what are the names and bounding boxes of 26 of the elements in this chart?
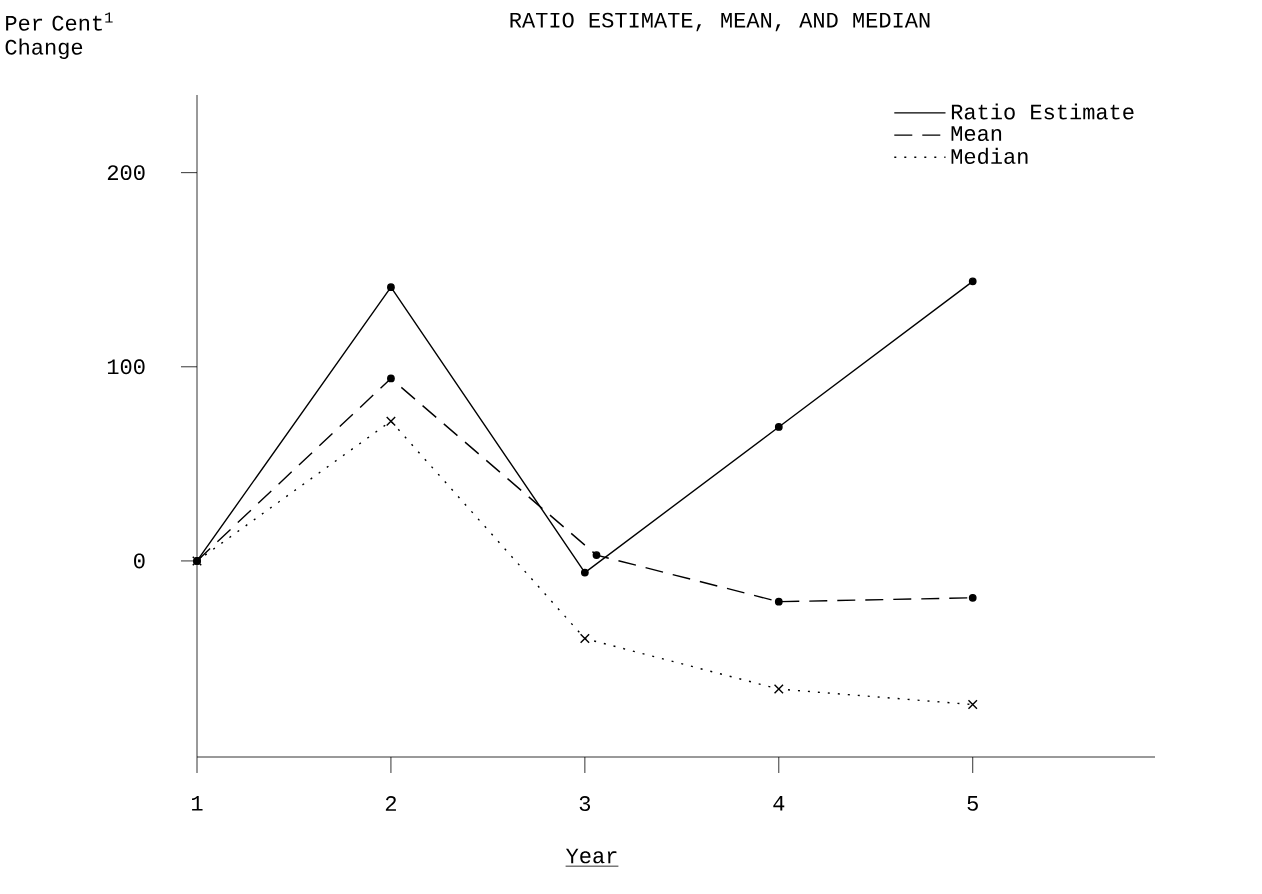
x-tick-label: 5 bbox=[967, 796, 978, 811]
point bbox=[774, 423, 783, 431]
x-tick-label: 4 bbox=[773, 796, 785, 811]
point bbox=[968, 277, 977, 286]
x-tick-label: 1 bbox=[192, 796, 203, 811]
y-tick-label: 100 bbox=[107, 359, 145, 375]
point bbox=[967, 699, 978, 710]
point bbox=[387, 283, 395, 292]
y-tick-label: 200 bbox=[107, 165, 145, 181]
x-axis-title: Year bbox=[565, 848, 617, 864]
x-tick-label: 3 bbox=[579, 796, 591, 811]
point bbox=[773, 684, 784, 694]
point bbox=[592, 551, 601, 559]
x-tick-label: 2 bbox=[385, 796, 396, 811]
y-tick-label: 0 bbox=[134, 553, 145, 569]
legend-label: Median bbox=[951, 147, 1028, 165]
point bbox=[385, 416, 396, 427]
point bbox=[387, 374, 395, 383]
legend-label: Ratio Estimate bbox=[951, 103, 1134, 120]
point bbox=[774, 597, 783, 606]
legend-label: Mean bbox=[951, 126, 1002, 142]
chart-title: RATIO ESTIMATE, MEAN, AND MEDIAN bbox=[510, 12, 930, 32]
text: Per Cent$^{1}$ Change bbox=[5, 12, 113, 60]
point bbox=[968, 593, 977, 602]
point bbox=[579, 633, 590, 644]
point bbox=[580, 568, 589, 577]
